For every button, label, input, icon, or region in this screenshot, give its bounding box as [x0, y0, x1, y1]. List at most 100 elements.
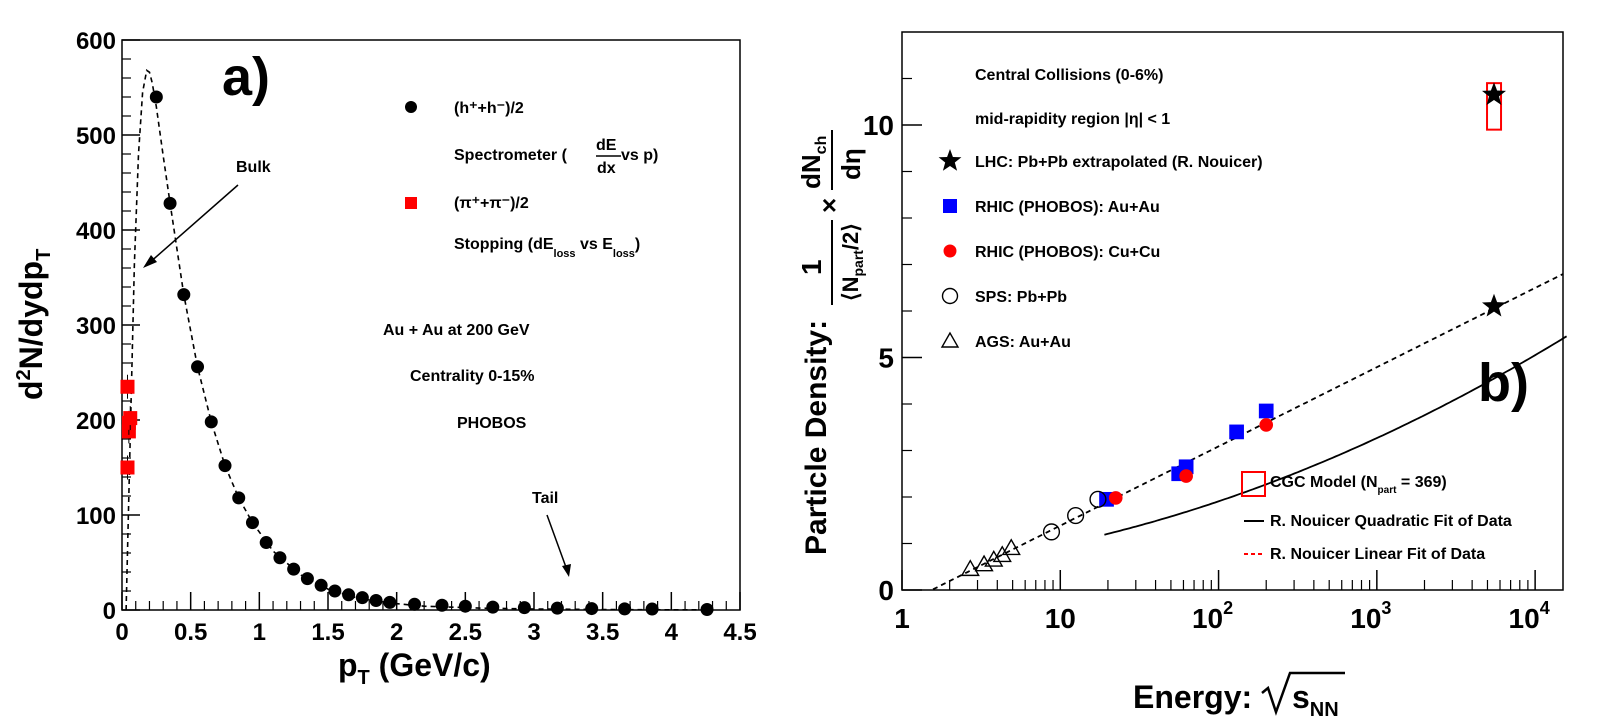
legend-b-header-2: mid-rapidity region |η| < 1 [975, 111, 1170, 128]
panel-b-points [960, 82, 1506, 577]
b-point-star [1482, 293, 1506, 317]
legend-a-charged-label: (h⁺+h⁻)/2 [454, 100, 524, 117]
a-x-tick-label: 1 [253, 619, 266, 646]
a-charged-point [355, 591, 369, 605]
a-pion-point [120, 460, 135, 475]
a-x-tick-label: 4.5 [723, 619, 756, 646]
a-charged-point [273, 551, 287, 565]
a-charged-point [618, 602, 632, 616]
a-charged-point [458, 599, 472, 613]
a-y-tick-label: 500 [76, 123, 116, 150]
a-charged-point [177, 288, 191, 302]
panel-a-y-axis-title: d2N/dydpT [13, 249, 55, 400]
a-charged-point [550, 601, 564, 615]
b-legend-marker-circle [943, 244, 957, 258]
a-x-tick-label: 0.5 [174, 619, 207, 646]
panel-b-x-axis-var: sNN [1292, 679, 1339, 718]
b-legend-marker-open-circle [941, 287, 959, 305]
a-pion-point [120, 379, 135, 394]
b-legend-label: RHIC (PHOBOS): Cu+Cu [975, 244, 1160, 261]
a-charged-point [486, 600, 500, 614]
a-charged-point [259, 536, 273, 550]
y-title-times: × [814, 198, 844, 213]
b-point-open-circle [1089, 490, 1107, 508]
b-legend-label: RHIC (PHOBOS): Au+Au [975, 199, 1160, 216]
a-charged-point [328, 584, 342, 598]
panel-b-legend: LHC: Pb+Pb extrapolated (R. Nouicer) RHIC… [938, 149, 1263, 351]
b-legend-label: LHC: Pb+Pb extrapolated (R. Nouicer) [975, 154, 1263, 171]
b-point-open-circle [1067, 507, 1085, 525]
tail-arrow-line [546, 514, 568, 571]
legend-b-linear-label: R. Nouicer Linear Fit of Data [1270, 546, 1485, 563]
a-charged-point [245, 516, 259, 530]
a-x-tick-label: 0 [115, 619, 128, 646]
a-y-tick-label: 400 [76, 218, 116, 245]
y-title-prefix: Particle Density: [800, 320, 833, 555]
b-point-open-triangle [960, 559, 980, 577]
a-charged-point [300, 572, 314, 586]
a-charged-point [191, 360, 205, 374]
legend-b-quadratic-label: R. Nouicer Quadratic Fit of Data [1270, 513, 1512, 530]
a-charged-point [218, 459, 232, 473]
annotation-centrality: Centrality 0-15% [410, 368, 535, 385]
a-x-tick-label: 4 [665, 619, 679, 646]
a-y-tick-label: 100 [76, 503, 116, 530]
legend-b-cgc-marker [1241, 471, 1266, 497]
a-charged-point [383, 595, 397, 609]
y-title-num: dNch [796, 136, 830, 189]
panel-b-ticks: 1 10 102 103 104 0 5 10 [863, 77, 1550, 634]
b-point-square [1258, 403, 1274, 419]
annotation-bulk: Bulk [236, 159, 271, 176]
annotation-system: Au + Au at 200 GeV [383, 322, 530, 339]
panel-a-chart: 0 0.5 1 1.5 2 2.5 3 3.5 4 4.50100200300400500600 … [13, 28, 757, 689]
a-charged-point [342, 588, 356, 602]
legend-a-pion-label: (π⁺+π⁻)/2 [454, 195, 529, 212]
b-y-tick-label: 10 [863, 110, 894, 141]
a-x-tick-label: 3.5 [586, 619, 619, 646]
b-legend-marker-star [938, 149, 962, 171]
a-pion-point [123, 411, 138, 426]
b-point-circle [1179, 469, 1193, 483]
b-point-open-triangle [1001, 538, 1021, 556]
b-y-tick-label: 0 [878, 575, 894, 606]
b-legend-label: AGS: Au+Au [975, 334, 1071, 351]
annotation-experiment: PHOBOS [457, 415, 527, 432]
a-charged-point [149, 90, 163, 104]
b-x-tick-label: 1 [894, 603, 910, 634]
legend-a-charged-marker [405, 101, 417, 113]
b-x-tick-label: 103 [1350, 598, 1391, 634]
a-fit-curve-path [125, 69, 713, 611]
bulk-arrow-line [147, 184, 239, 265]
b-x-tick-label: 102 [1192, 598, 1233, 634]
a-charged-point [408, 597, 422, 611]
b-legend-label: SPS: Pb+Pb [975, 289, 1067, 306]
panel-b-y-axis-title: Particle Density: 1 ⟨Npart/2⟩ × dNch dη [796, 130, 866, 555]
a-charged-point [287, 562, 301, 576]
a-x-tick-label: 2 [390, 619, 403, 646]
y-title-eta: dη [836, 148, 866, 180]
legend-a-spectrometer-prefix: Spectrometer ( [454, 147, 568, 164]
a-charged-point [700, 603, 714, 617]
panel-a-ticks: 0 0.5 1 1.5 2 2.5 3 3.5 4 4.5 0 100 200 300 400 500 600 [76, 28, 757, 646]
a-y-tick-label: 200 [76, 408, 116, 435]
panel-a-x-axis-title: pT (GeV/c) [338, 647, 491, 689]
b-y-tick-label: 5 [878, 343, 894, 374]
a-x-tick-label: 2.5 [449, 619, 482, 646]
a-charged-point [163, 196, 177, 210]
a-x-tick-label: 3 [527, 619, 540, 646]
b-point-open-triangle [984, 549, 1004, 567]
b-legend-marker-open-triangle [940, 331, 960, 348]
b-point-circle [1108, 491, 1123, 505]
a-y-tick-label: 0 [103, 598, 116, 625]
a-charged-point [435, 598, 449, 612]
b-x-tick-label: 104 [1509, 598, 1550, 634]
a-charged-point [585, 602, 599, 616]
annotation-tail: Tail [532, 490, 558, 507]
a-charged-point [369, 594, 383, 607]
legend-b-header-1: Central Collisions (0-6%) [975, 67, 1163, 84]
panel-b-chart: 1 10 102 103 104 0 5 10 b) Central Collisions (… [796, 31, 1568, 718]
panel-a-points [120, 90, 714, 617]
legend-b-cgc-label: CGC Model (Npart = 369) [1270, 474, 1447, 496]
a-charged-point [204, 415, 218, 429]
panel-b-label: b) [1478, 353, 1529, 413]
